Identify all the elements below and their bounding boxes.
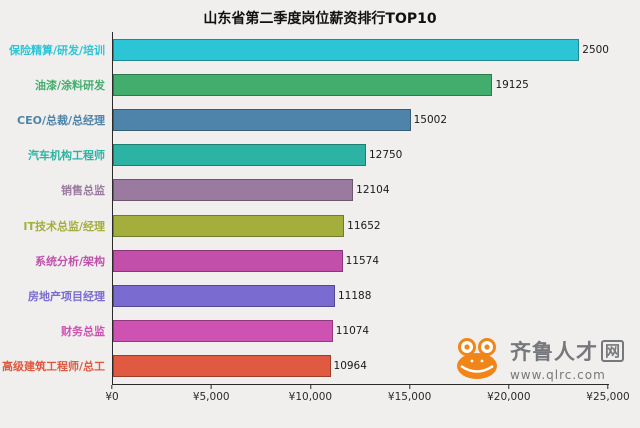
bar	[113, 179, 354, 202]
chart-title: 山东省第二季度岗位薪资排行TOP10	[203, 11, 437, 27]
bar	[113, 249, 343, 272]
plot-area: 2500 19125 15002 12750 12104 11652 11574 11188 1…	[112, 32, 609, 385]
x-axis: ¥0 ¥5,000 ¥10,000 ¥15,000 ¥20,000 ¥25,000	[105, 385, 630, 407]
category-label: 保险精算/研发/培训	[8, 43, 105, 57]
bar	[113, 285, 335, 308]
x-tick-label: ¥20,000	[487, 391, 531, 403]
x-tick-mark	[111, 385, 113, 389]
bar-rows: 2500 19125 15002 12750 12104 11652 11574 11188 1…	[113, 32, 609, 384]
x-tick-mark	[210, 385, 212, 389]
x-tick-label: ¥25,000	[586, 391, 630, 403]
x-tick-label: ¥10,000	[288, 391, 333, 403]
bar-value-label: 19125	[495, 78, 529, 91]
category-label: 高级建筑工程师/总工	[1, 360, 105, 374]
frog-logo-icon	[456, 338, 497, 379]
watermark-brand: 齐鲁人才	[509, 340, 598, 364]
bar	[113, 214, 345, 237]
bar-value-label: 12750	[368, 149, 403, 162]
bar-row: 12750	[113, 138, 609, 173]
bar-row: 10964	[113, 349, 609, 384]
category-label: IT技术总监/经理	[23, 219, 105, 233]
bar	[113, 38, 580, 61]
x-tick-mark	[508, 385, 510, 389]
watermark-brand-row: 齐鲁人才 网	[510, 336, 624, 366]
x-tick: ¥25,000	[586, 385, 630, 403]
bar-value-label: 10964	[333, 360, 367, 373]
bar-value-label: 12104	[356, 184, 390, 197]
bar	[113, 73, 493, 96]
watermark-brand-suffix: 网	[600, 340, 624, 362]
x-tick: ¥5,000	[193, 385, 230, 403]
x-tick: ¥15,000	[388, 385, 431, 403]
category-label: CEO/总裁/总经理	[17, 114, 105, 127]
category-label: 油漆/涂料研发	[34, 78, 105, 92]
x-tick: ¥10,000	[289, 385, 332, 403]
bar-value-label: 11074	[335, 325, 370, 338]
bar-value-label: 11652	[347, 219, 381, 232]
category-label: 系统分析/架构	[34, 254, 105, 268]
bar	[113, 320, 333, 343]
x-tick: ¥0	[105, 385, 119, 403]
x-tick: ¥20,000	[487, 385, 531, 403]
bar-row: 12104	[113, 173, 609, 208]
watermark-text: 齐鲁人才 网 www.qlrc.com	[510, 336, 624, 382]
bar-row: 15002	[113, 102, 609, 137]
bar-value-label: 2500	[582, 43, 609, 56]
category-label: 房地产项目经理	[28, 290, 105, 304]
watermark: 齐鲁人才 网 www.qlrc.com	[452, 336, 624, 382]
category-labels: 保险精算/研发/培训油漆/涂料研发 CEO/总裁/总经理汽车机构工程师销售总监 IT…	[0, 32, 108, 384]
x-tick-mark	[409, 385, 411, 389]
bar-row: 2500	[113, 32, 609, 67]
watermark-url: www.qlrc.com	[509, 368, 606, 382]
bar	[113, 109, 411, 131]
bar-row: 11188	[113, 278, 609, 313]
x-tick-mark	[607, 385, 609, 389]
x-tick-mark	[309, 385, 311, 389]
x-tick-label: ¥0	[105, 391, 119, 403]
bar	[113, 355, 331, 378]
category-label: 财务总监	[61, 325, 105, 339]
category-label: 汽车机构工程师	[28, 149, 105, 163]
x-tick-label: ¥15,000	[387, 391, 432, 403]
bar-row: 11652	[113, 208, 609, 243]
bar-value-label: 11574	[345, 254, 380, 267]
bar-row: 19125	[113, 67, 609, 102]
bar	[113, 144, 366, 167]
category-label: 销售总监	[61, 184, 105, 198]
bar-value-label: 15002	[413, 114, 448, 126]
bar-row: 11074	[113, 314, 609, 349]
x-tick-label: ¥5,000	[192, 391, 230, 403]
bar-row: 11574	[113, 243, 609, 278]
bar-value-label: 11188	[337, 290, 372, 303]
